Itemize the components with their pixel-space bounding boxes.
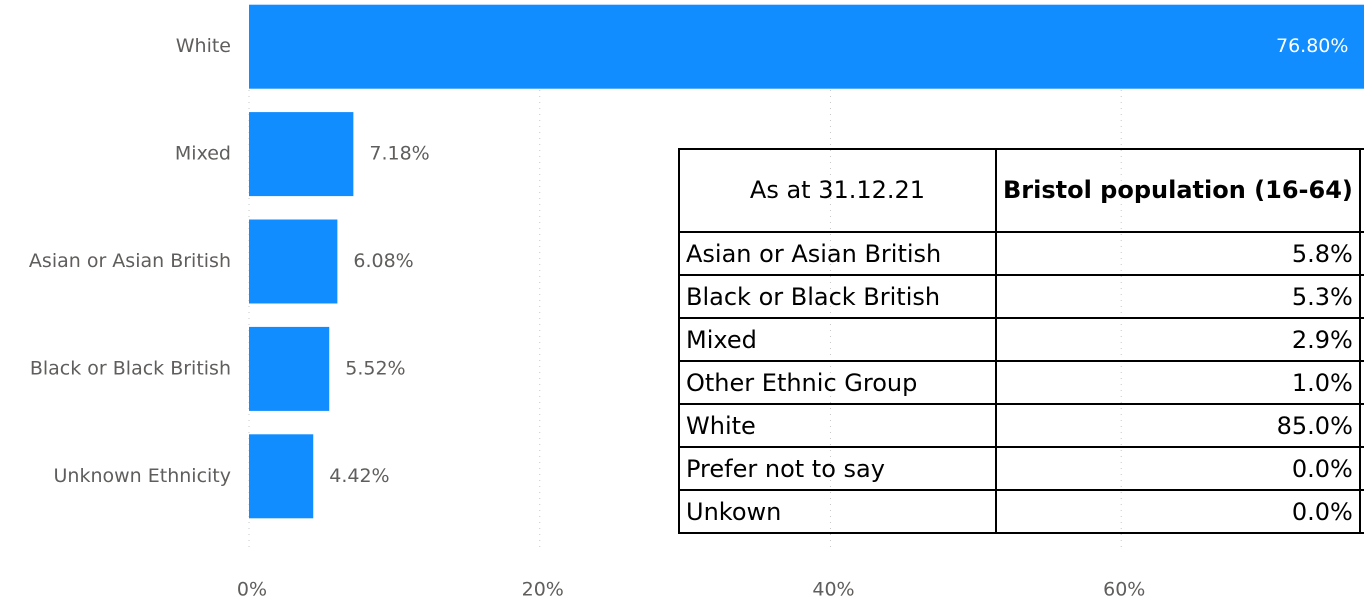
table-row: Asian or Asian British 5.8% bbox=[678, 231, 1364, 276]
data-label: 4.42% bbox=[329, 465, 389, 487]
table-cell: Prefer not to say bbox=[678, 446, 997, 491]
bar bbox=[249, 219, 338, 304]
table-cell-empty bbox=[1358, 489, 1364, 534]
table-cell: Unkown bbox=[678, 489, 997, 534]
table-container: As at 31.12.21 Bristol population (16-64)… bbox=[678, 148, 1364, 534]
table-cell-empty bbox=[1358, 274, 1364, 319]
x-tick-label: 40% bbox=[812, 579, 854, 600]
x-tick-label: 60% bbox=[1103, 579, 1145, 600]
y-tick-label: Unknown Ethnicity bbox=[54, 465, 231, 487]
y-tick-label: White bbox=[176, 35, 231, 57]
bar bbox=[249, 4, 1364, 89]
table-header-row: As at 31.12.21 Bristol population (16-64)… bbox=[678, 148, 1364, 233]
data-label: 76.80% bbox=[1276, 35, 1348, 57]
table-cell: 5.8% bbox=[995, 231, 1361, 276]
table-cell: White bbox=[678, 403, 997, 448]
data-label: 6.08% bbox=[353, 250, 413, 272]
table-cell-empty bbox=[1358, 360, 1364, 405]
table-cell: 2.9% bbox=[995, 317, 1361, 362]
table-cell: Other Ethnic Group bbox=[678, 360, 997, 405]
data-label: 5.52% bbox=[345, 357, 405, 379]
table-cell-empty bbox=[1358, 317, 1364, 362]
bar bbox=[249, 434, 314, 519]
table-cell: 85.0% bbox=[995, 403, 1361, 448]
table-row: Other Ethnic Group 1.0% bbox=[678, 360, 1364, 405]
table-row: Black or Black British 5.3% bbox=[678, 274, 1364, 319]
x-tick-label: 0% bbox=[237, 579, 267, 600]
table-cell-empty bbox=[1358, 231, 1364, 276]
header-cell: Bristol population (16-64) bbox=[995, 148, 1361, 233]
table-row: Prefer not to say 0.0% bbox=[678, 446, 1364, 491]
table-cell: Black or Black British bbox=[678, 274, 997, 319]
header-cell: BCC wo bbox=[1358, 148, 1364, 233]
table-cell: 0.0% bbox=[995, 446, 1361, 491]
y-tick-label: Asian or Asian British bbox=[29, 250, 231, 272]
table-row: Unkown 0.0% bbox=[678, 489, 1364, 534]
data-label: 7.18% bbox=[369, 143, 429, 165]
table-cell: Asian or Asian British bbox=[678, 231, 997, 276]
table-cell: 5.3% bbox=[995, 274, 1361, 319]
table: As at 31.12.21 Bristol population (16-64)… bbox=[678, 148, 1364, 534]
table-cell-empty bbox=[1358, 446, 1364, 491]
x-tick-label: 20% bbox=[522, 579, 564, 600]
header-cell: As at 31.12.21 bbox=[678, 148, 997, 233]
table-cell: Mixed bbox=[678, 317, 997, 362]
table-row: White 85.0% bbox=[678, 403, 1364, 448]
table-cell: 1.0% bbox=[995, 360, 1361, 405]
table-row: Mixed 2.9% bbox=[678, 317, 1364, 362]
bar bbox=[249, 326, 330, 411]
table-cell: 0.0% bbox=[995, 489, 1361, 534]
y-tick-label: Mixed bbox=[175, 143, 231, 165]
y-tick-label: Black or Black British bbox=[30, 357, 231, 379]
table-cell-empty bbox=[1358, 403, 1364, 448]
bar bbox=[249, 112, 354, 197]
